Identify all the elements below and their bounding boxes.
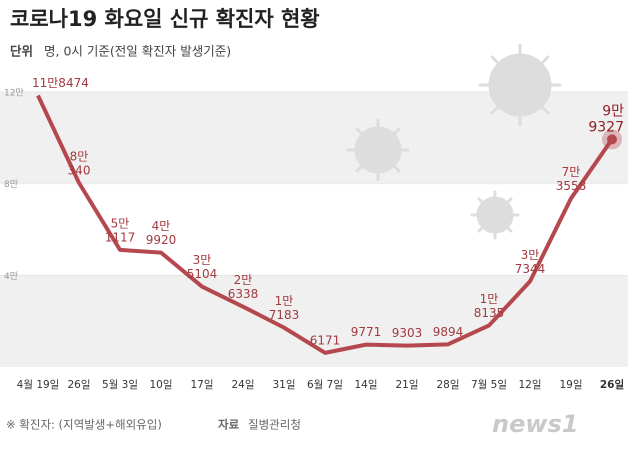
value-label: 1만 [275, 294, 294, 308]
value-label: 3만 [521, 248, 540, 262]
subtitle-label: 단위 [10, 44, 33, 59]
value-label: 9894 [433, 325, 464, 339]
subtitle: 명, 0시 기준(전일 확진자 발생기준) [44, 44, 231, 59]
value-label: 4만 [152, 219, 171, 233]
x-tick-label: 26일 [67, 378, 90, 391]
x-tick-label: 31일 [272, 378, 295, 391]
value-label: 9만 [602, 103, 624, 119]
y-tick-label: 4만 [4, 271, 18, 282]
virus-decoration [346, 43, 562, 240]
value-label: 9327 [588, 119, 624, 135]
x-tick-label: 4월 19일 [17, 378, 60, 391]
x-tick-label: 12일 [518, 378, 541, 391]
x-tick-label: 24일 [231, 378, 254, 391]
value-label: 3만 [193, 253, 212, 267]
value-label: 9920 [146, 233, 177, 247]
chart-title: 코로나19 화요일 신규 확진자 현황 [10, 7, 320, 31]
value-label: 6171 [310, 333, 341, 347]
y-tick-label: 12만 [4, 88, 24, 99]
band [0, 275, 628, 367]
value-label: 8만 [70, 149, 89, 163]
background-bands [0, 91, 628, 367]
x-tick-label: 26일 [600, 378, 624, 391]
value-label: 9771 [351, 325, 382, 339]
value-label: 7만 [562, 165, 581, 179]
line [36, 94, 614, 355]
x-tick-label: 28일 [436, 378, 459, 391]
y-tick-label: 8만 [4, 179, 18, 190]
value-label: 1117 [105, 230, 136, 244]
value-label: 1만 [480, 292, 499, 306]
x-tick-label: 17일 [190, 378, 213, 391]
value-label: 6338 [228, 287, 259, 301]
value-label: 7183 [269, 308, 300, 322]
logo: news1 [492, 410, 579, 438]
x-tick-label: 21일 [395, 378, 418, 391]
value-label: 8135 [474, 306, 505, 320]
footnote: ※ 확진자: (지역발생+해외유입) [6, 418, 162, 432]
x-tick-label: 10일 [149, 378, 172, 391]
x-tick-label: 14일 [354, 378, 377, 391]
value-label: 11만8474 [32, 76, 89, 90]
value-label: 7344 [515, 262, 546, 276]
source-label: 자료 [218, 418, 240, 432]
x-tick-label: 5월 3일 [102, 378, 138, 391]
source: 질병관리청 [248, 418, 301, 432]
x-tick-label: 6월 7일 [307, 378, 343, 391]
value-label: 9303 [392, 326, 423, 340]
x-tick-label: 19일 [559, 378, 582, 391]
value-label: 3558 [556, 179, 587, 193]
point [607, 134, 617, 145]
value-label: 5만 [111, 216, 130, 230]
value-label: 5104 [187, 267, 218, 281]
value-label: 340 [68, 163, 91, 177]
value-label: 2만 [234, 273, 253, 287]
x-tick-label: 7월 5일 [471, 378, 507, 391]
